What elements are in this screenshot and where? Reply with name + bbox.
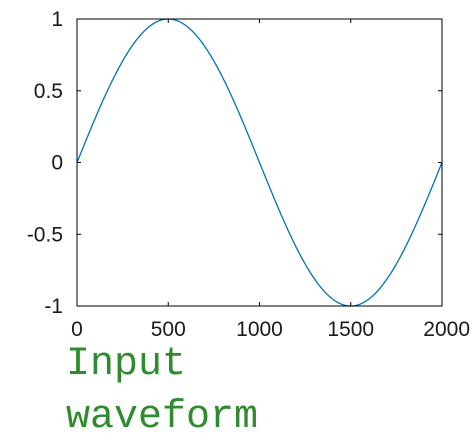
x-tick-label-1000: 1000 xyxy=(236,318,283,341)
y-tick-label-0.5: 0.5 xyxy=(34,80,63,103)
y-tick-labels: -1 -0.5 0 0.5 1 xyxy=(27,8,63,318)
y-tick-label-1: 1 xyxy=(51,8,63,31)
caption-line-1: Input xyxy=(66,342,187,387)
x-tick-label-2000: 2000 xyxy=(423,318,470,341)
caption-line-2: waveform xyxy=(66,395,259,440)
x-tick-label-0: 0 xyxy=(71,318,83,341)
y-tick-label--0.5: -0.5 xyxy=(27,223,63,246)
y-tick-label-0: 0 xyxy=(51,152,63,175)
x-tick-label-1500: 1500 xyxy=(327,318,374,341)
x-tick-label-500: 500 xyxy=(151,318,186,341)
axes-box xyxy=(76,18,443,307)
x-tick-labels: 0 500 1000 1500 2000 xyxy=(71,318,470,341)
sine-series-line xyxy=(76,18,443,307)
sine-chart: 0 500 1000 1500 2000 -1 -0.5 0 0.5 1 xyxy=(27,8,470,341)
y-tick-label--1: -1 xyxy=(44,295,63,318)
